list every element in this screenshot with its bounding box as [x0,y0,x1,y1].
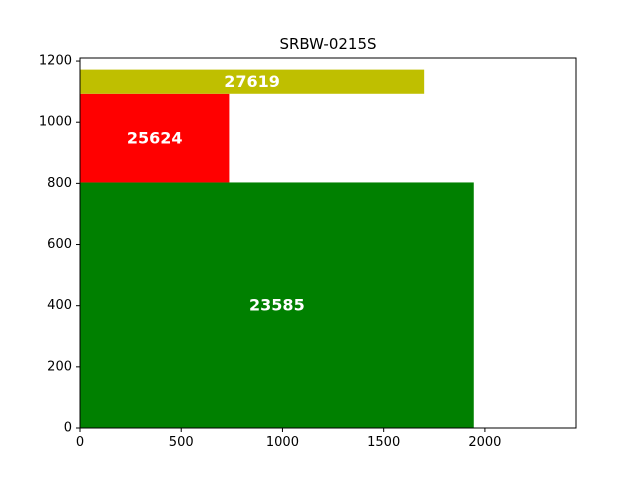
y-axis: 0 200 400 600 800 1000 1200 [39,54,80,436]
x-tick-label: 1500 [367,435,400,450]
rectangles-layer: 23585 25624 27619 [80,69,474,428]
rectangle-27619 [80,69,425,94]
y-tick-label: 800 [47,176,72,191]
rectangle-label-27619: 27619 [224,72,280,91]
y-tick-label: 400 [47,298,72,313]
y-tick-label: 1000 [39,115,72,130]
x-tick-label: 500 [169,435,194,450]
rectangle-23585 [80,182,474,428]
x-tick-label: 1000 [266,435,299,450]
x-axis: 0 500 1000 1500 2000 [76,428,501,450]
x-tick-label: 0 [76,435,84,450]
plot-frame [79,57,577,429]
x-tick-label: 2000 [468,435,501,450]
rectangle-label-23585: 23585 [249,296,305,315]
rectangle-25624 [80,93,230,183]
rectangle-label-25624: 25624 [127,129,183,148]
y-tick-label: 1200 [39,54,72,69]
y-tick-label: 600 [47,237,72,252]
y-tick-label: 0 [64,421,72,436]
y-tick-label: 200 [47,359,72,374]
chart-title: SRBW-0215S [279,35,376,53]
